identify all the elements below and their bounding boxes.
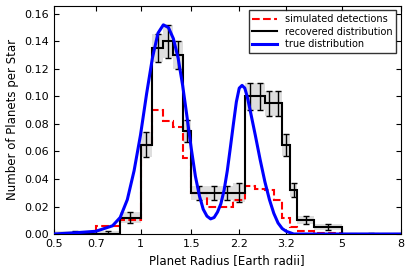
Polygon shape	[207, 186, 220, 200]
true distribution	[144, 92, 149, 95]
true distribution	[236, 87, 241, 90]
X-axis label: Planet Radius [Earth radii]: Planet Radius [Earth radii]	[149, 254, 304, 268]
true distribution	[150, 56, 155, 60]
true distribution	[155, 31, 160, 35]
true distribution	[125, 198, 130, 201]
Polygon shape	[233, 183, 244, 202]
true distribution	[200, 207, 205, 211]
true distribution	[287, 231, 292, 234]
true distribution	[184, 115, 189, 119]
true distribution	[208, 217, 213, 221]
true distribution	[242, 87, 247, 90]
true distribution	[218, 202, 223, 205]
true distribution	[117, 216, 122, 219]
Polygon shape	[313, 224, 341, 230]
true distribution	[221, 188, 226, 192]
Y-axis label: Number of Planets per Star: Number of Planets per Star	[6, 39, 18, 200]
Polygon shape	[152, 34, 163, 62]
Polygon shape	[220, 186, 233, 200]
true distribution	[245, 96, 249, 99]
true distribution	[215, 210, 220, 214]
true distribution	[271, 212, 276, 215]
Polygon shape	[255, 83, 264, 110]
Polygon shape	[173, 41, 182, 69]
true distribution	[257, 158, 262, 161]
true distribution	[175, 56, 180, 60]
true distribution	[171, 37, 175, 40]
Polygon shape	[264, 91, 273, 116]
true distribution	[233, 100, 238, 103]
Polygon shape	[191, 186, 207, 200]
Polygon shape	[163, 25, 173, 58]
true distribution	[51, 232, 56, 236]
true distribution	[275, 221, 280, 225]
Polygon shape	[140, 132, 152, 157]
Polygon shape	[289, 183, 297, 197]
Polygon shape	[96, 231, 120, 237]
true distribution	[262, 180, 267, 183]
true distribution	[74, 231, 79, 234]
Polygon shape	[341, 233, 400, 235]
true distribution	[398, 232, 402, 236]
true distribution	[290, 232, 295, 236]
true distribution	[131, 169, 136, 172]
true distribution	[193, 175, 198, 178]
true distribution	[266, 198, 271, 201]
true distribution	[224, 169, 229, 172]
true distribution	[239, 84, 244, 87]
true distribution	[247, 109, 252, 112]
true distribution	[283, 230, 288, 233]
true distribution	[196, 194, 201, 197]
Polygon shape	[54, 231, 96, 237]
Polygon shape	[120, 212, 140, 223]
Polygon shape	[273, 91, 281, 116]
true distribution	[211, 216, 216, 219]
Polygon shape	[244, 83, 255, 110]
Polygon shape	[281, 133, 289, 156]
true distribution	[230, 122, 235, 126]
Polygon shape	[297, 216, 313, 224]
true distribution	[166, 26, 171, 29]
true distribution	[204, 215, 209, 218]
true distribution	[279, 227, 284, 230]
Line: true distribution: true distribution	[54, 25, 400, 234]
true distribution	[227, 146, 232, 149]
true distribution	[189, 147, 193, 150]
true distribution	[93, 230, 98, 233]
Legend: simulated detections, recovered distribution, true distribution: simulated detections, recovered distribu…	[248, 10, 395, 53]
Polygon shape	[182, 120, 191, 142]
true distribution	[160, 23, 165, 26]
true distribution	[138, 133, 143, 136]
true distribution	[339, 232, 344, 236]
true distribution	[311, 232, 316, 236]
true distribution	[294, 232, 299, 236]
true distribution	[110, 224, 115, 227]
true distribution	[252, 133, 257, 136]
true distribution	[180, 84, 184, 87]
